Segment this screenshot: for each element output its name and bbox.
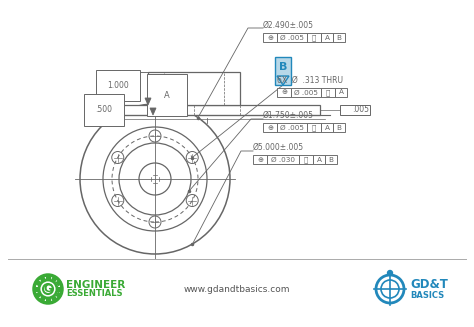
Text: A: A bbox=[338, 90, 344, 95]
Text: B: B bbox=[337, 35, 341, 41]
Text: Ⓜ: Ⓜ bbox=[304, 156, 308, 163]
Bar bbox=[55, 280, 62, 286]
Bar bbox=[34, 286, 39, 291]
Text: A: A bbox=[325, 35, 329, 41]
Bar bbox=[95, 105, 320, 115]
Polygon shape bbox=[277, 76, 289, 85]
Text: Ⓜ: Ⓜ bbox=[326, 89, 330, 96]
Text: ⊕: ⊕ bbox=[257, 157, 263, 163]
Bar bbox=[275, 57, 291, 85]
Bar bbox=[263, 33, 277, 42]
Bar bbox=[35, 280, 42, 286]
Text: Ø1.750±.005: Ø1.750±.005 bbox=[263, 111, 314, 120]
Polygon shape bbox=[150, 108, 156, 115]
Text: Ⓜ: Ⓜ bbox=[312, 34, 316, 41]
Text: G: G bbox=[44, 284, 53, 294]
Bar bbox=[307, 123, 321, 132]
Text: A: A bbox=[164, 91, 170, 99]
Text: 1.000: 1.000 bbox=[107, 81, 129, 90]
Text: Ø2.490±.005: Ø2.490±.005 bbox=[263, 21, 314, 30]
Text: ⊕: ⊕ bbox=[281, 90, 287, 95]
Bar bbox=[333, 123, 345, 132]
Text: ESSENTIALS: ESSENTIALS bbox=[66, 289, 122, 299]
Bar bbox=[277, 88, 291, 97]
Text: ⊕: ⊕ bbox=[267, 35, 273, 41]
Bar bbox=[51, 275, 58, 282]
Bar bbox=[313, 155, 325, 164]
Bar bbox=[340, 105, 370, 115]
Text: B: B bbox=[279, 62, 287, 72]
Bar bbox=[277, 33, 307, 42]
Text: GD&T: GD&T bbox=[410, 278, 448, 290]
Text: Ø .030: Ø .030 bbox=[271, 157, 295, 163]
Text: A: A bbox=[325, 125, 329, 130]
Text: Ø5.000±.005: Ø5.000±.005 bbox=[253, 143, 304, 152]
Polygon shape bbox=[342, 107, 351, 113]
Bar bbox=[35, 292, 42, 299]
Bar bbox=[39, 296, 46, 303]
Bar bbox=[321, 88, 335, 97]
Text: .005: .005 bbox=[353, 106, 370, 114]
Bar bbox=[46, 299, 51, 303]
Bar bbox=[253, 155, 267, 164]
Bar bbox=[321, 123, 333, 132]
Bar bbox=[291, 88, 321, 97]
Circle shape bbox=[388, 270, 392, 276]
Text: Ⓜ: Ⓜ bbox=[312, 124, 316, 131]
Text: Ø .005: Ø .005 bbox=[294, 90, 318, 95]
Bar bbox=[299, 155, 313, 164]
Bar bbox=[321, 33, 333, 42]
Bar bbox=[277, 123, 307, 132]
Bar bbox=[307, 33, 321, 42]
Bar bbox=[58, 286, 63, 291]
Text: www.gdandtbasics.com: www.gdandtbasics.com bbox=[184, 284, 290, 294]
Bar bbox=[39, 275, 46, 282]
Text: .500: .500 bbox=[95, 106, 112, 114]
Bar bbox=[325, 155, 337, 164]
Text: Ø .005: Ø .005 bbox=[280, 125, 304, 130]
Text: B: B bbox=[328, 157, 334, 163]
Text: ENGINEER: ENGINEER bbox=[66, 280, 125, 290]
Bar bbox=[267, 155, 299, 164]
Text: B: B bbox=[337, 125, 341, 130]
Text: BASICS: BASICS bbox=[410, 290, 444, 300]
Text: ⊕: ⊕ bbox=[267, 125, 273, 130]
Bar bbox=[333, 33, 345, 42]
Bar bbox=[55, 292, 62, 299]
Bar bbox=[148, 72, 240, 105]
Text: 6X  Ø  .313 THRU: 6X Ø .313 THRU bbox=[277, 76, 343, 85]
Bar bbox=[263, 123, 277, 132]
Bar bbox=[51, 296, 58, 303]
Text: Ø .005: Ø .005 bbox=[280, 35, 304, 41]
Polygon shape bbox=[145, 98, 151, 105]
Text: A: A bbox=[317, 157, 321, 163]
Bar bbox=[335, 88, 347, 97]
Bar bbox=[46, 274, 51, 280]
